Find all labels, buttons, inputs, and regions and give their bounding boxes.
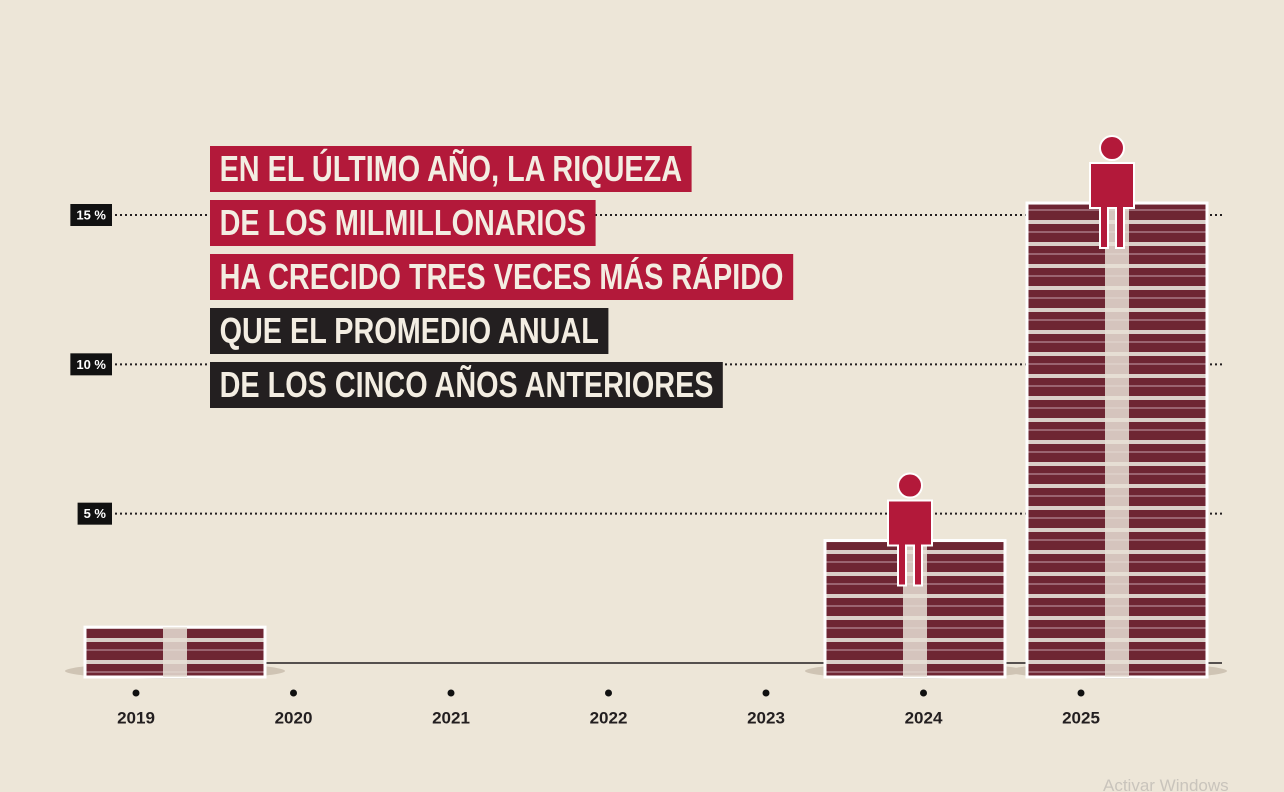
y-tick-label: 5 % [84, 506, 107, 521]
title-line: QUE EL PROMEDIO ANUAL [210, 308, 609, 354]
watermark: Activar Windows [1103, 776, 1229, 792]
x-tick-dot [132, 689, 140, 697]
figure-body [1089, 162, 1135, 250]
x-tick-label: 2020 [275, 708, 313, 727]
tick-box [77, 502, 112, 525]
title-line: HA CRECIDO TRES VECES MÁS RÁPIDO [210, 254, 793, 300]
x-tick-dot [920, 689, 927, 697]
x-tick-label: 2022 [590, 708, 628, 727]
x-tick-label: 2023 [747, 708, 785, 727]
tick-box [70, 353, 112, 376]
bill-band [163, 627, 187, 677]
x-tick-label: 2024 [905, 708, 943, 727]
x-tick-dot [1077, 689, 1085, 697]
x-tick-dot [762, 689, 770, 697]
title-line: DE LOS MILMILLONARIOS [210, 200, 596, 246]
x-tick-label: 2021 [432, 708, 470, 727]
figure-head [897, 472, 923, 499]
x-tick-dot [605, 689, 612, 697]
bill-band [1105, 203, 1129, 677]
tick-box [70, 204, 112, 226]
y-tick-label: 10 % [76, 357, 106, 372]
x-tick-label: 2025 [1062, 708, 1100, 727]
x-tick-label: 2019 [117, 708, 155, 727]
figure-head [1099, 135, 1125, 162]
title-line: DE LOS CINCO AÑOS ANTERIORES [210, 362, 724, 408]
title-line: EN EL ÚLTIMO AÑO, LA RIQUEZA [210, 146, 692, 192]
y-tick-label: 15 % [76, 207, 106, 222]
figure-body [887, 499, 933, 587]
x-tick-dot [290, 689, 297, 697]
x-tick-dot [447, 689, 455, 697]
